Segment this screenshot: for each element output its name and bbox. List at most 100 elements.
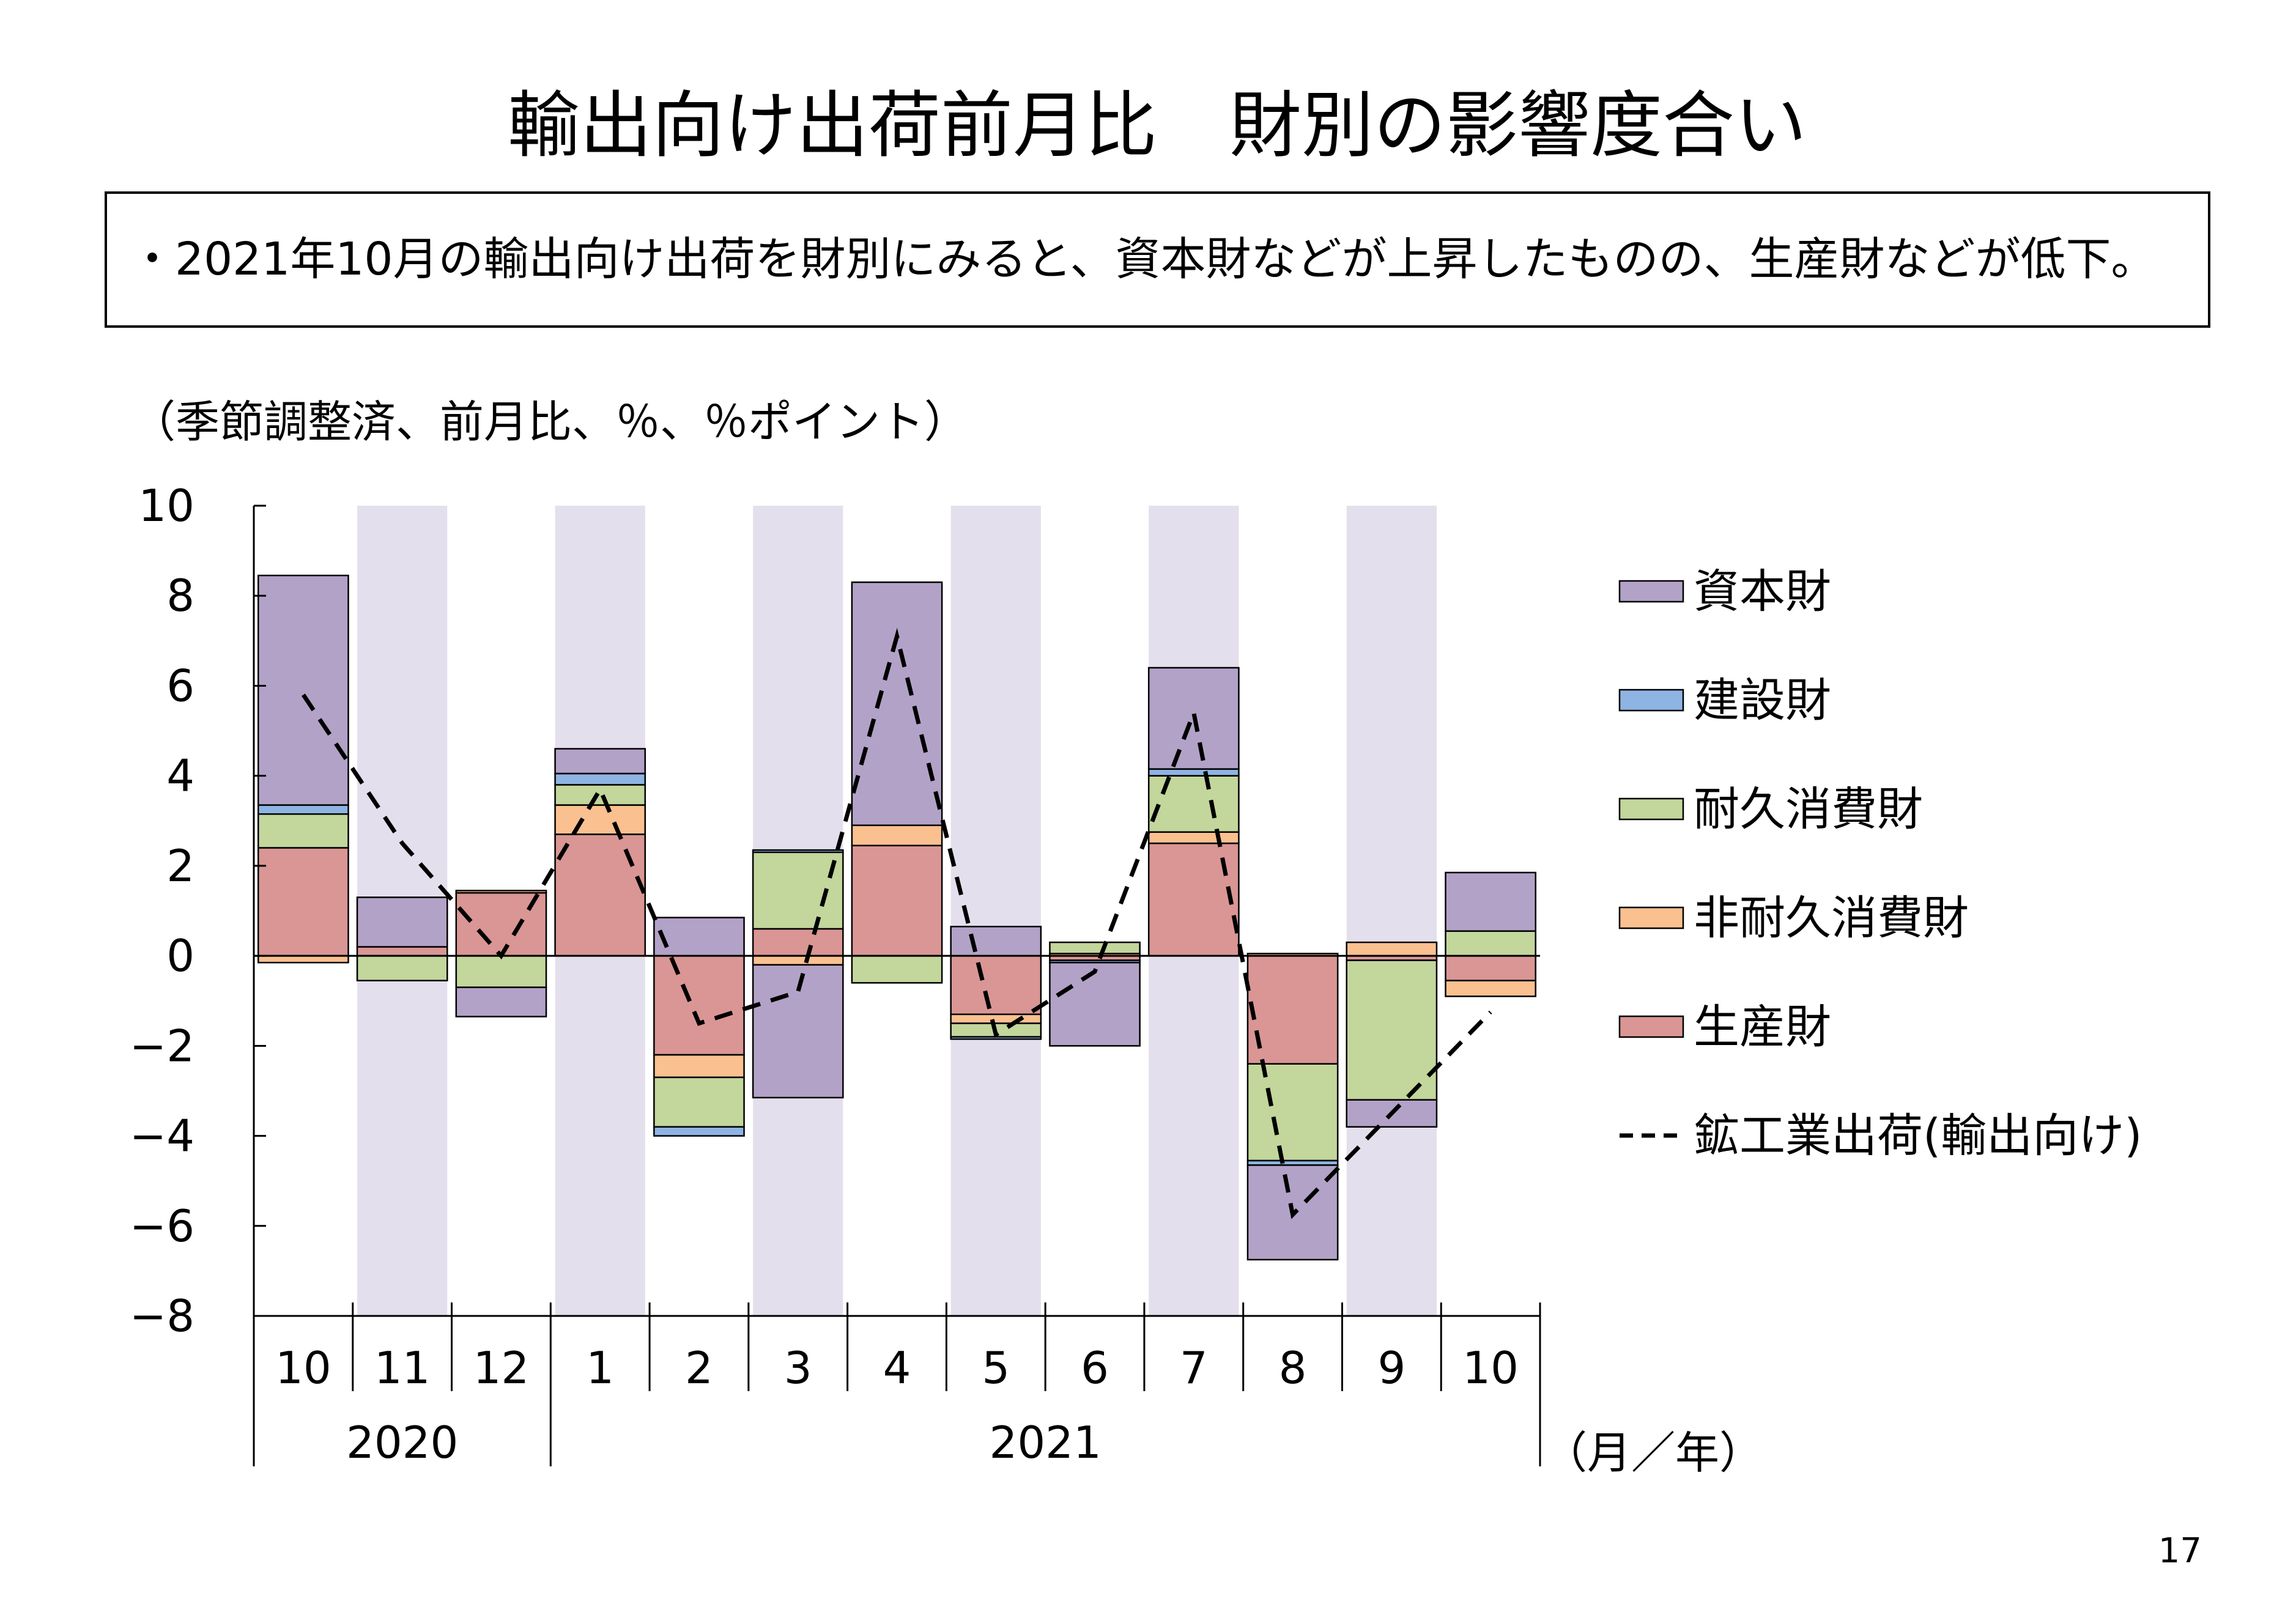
x-tick-label-month: 3 [784, 1342, 812, 1394]
bar-durable-consumer-goods-12 [1445, 930, 1536, 957]
legend-item-construction-goods: 建設財 [1618, 673, 1831, 727]
bar-capital-goods-4 [653, 917, 745, 957]
x-tick-label-month: 6 [1081, 1342, 1109, 1394]
bar-capital-goods-0 [257, 574, 349, 806]
y-tick-label: 6 [166, 660, 194, 711]
x-tick-label-month: 12 [473, 1342, 530, 1394]
bar-nondurable-consumer-goods-9 [1147, 831, 1240, 844]
legend-label: 鉱工業出荷(輸出向け) [1694, 1109, 2142, 1162]
x-tick-label-month: 2 [685, 1342, 713, 1394]
legend-item-export-shipments: 鉱工業出荷(輸出向け) [1620, 1109, 2142, 1162]
stacked-bars [257, 574, 1536, 1261]
line-export-shipments [301, 627, 1492, 1219]
legend-label: 耐久消費財 [1694, 782, 1923, 836]
bar-durable-consumer-goods-1 [356, 955, 448, 981]
legend-item-nondurable-consumer-goods: 非耐久消費財 [1618, 891, 1969, 945]
bar-capital-goods-7 [950, 926, 1042, 957]
x-tick-label-month: 9 [1377, 1342, 1405, 1394]
bar-nondurable-consumer-goods-4 [653, 1054, 745, 1079]
bar-capital-goods-12 [1445, 871, 1536, 932]
y-tick-label: 2 [166, 840, 194, 892]
bar-nondurable-consumer-goods-0 [257, 955, 349, 964]
bar-construction-goods-5 [752, 849, 844, 854]
bar-capital-goods-3 [554, 748, 646, 775]
y-tick-label: −8 [130, 1290, 194, 1342]
bar-nondurable-consumer-goods-12 [1445, 980, 1536, 997]
bar-capital-goods-1 [356, 896, 448, 948]
bar-producer-goods-1 [356, 946, 448, 957]
x-tick-label-year: 2020 [346, 1417, 458, 1468]
bar-durable-consumer-goods-0 [257, 813, 349, 849]
page-number: 17 [2158, 1531, 2202, 1571]
shaded-column [1346, 506, 1437, 1316]
bar-durable-consumer-goods-3 [554, 784, 646, 806]
legend-item-capital-goods: 資本財 [1618, 564, 1831, 618]
y-tick-label: 8 [166, 570, 194, 621]
y-tick-label: −6 [130, 1200, 194, 1252]
bar-durable-consumer-goods-10 [1246, 1063, 1339, 1162]
bar-durable-consumer-goods-2 [455, 955, 547, 988]
y-tick-label: 0 [166, 930, 194, 981]
legend-label: 生産財 [1694, 1000, 1831, 1054]
bar-durable-consumer-goods-11 [1346, 959, 1438, 1101]
bar-construction-goods-4 [653, 1126, 745, 1137]
page-title: 輸出向け出荷前月比 財別の影響度合い [507, 83, 1807, 168]
bar-nondurable-consumer-goods-3 [554, 804, 646, 835]
legend-item-durable-consumer-goods: 耐久消費財 [1618, 782, 1923, 836]
bar-producer-goods-4 [653, 955, 745, 1056]
x-tick-label-month: 4 [883, 1342, 911, 1394]
bar-nondurable-consumer-goods-2 [455, 890, 547, 894]
x-tick-label-month: 1 [586, 1342, 614, 1394]
bar-durable-consumer-goods-6 [851, 955, 943, 984]
legend-label: 建設財 [1694, 673, 1831, 727]
bar-nondurable-consumer-goods-7 [950, 1013, 1042, 1024]
bar-producer-goods-12 [1445, 955, 1536, 981]
y-tick-label: 10 [138, 480, 194, 531]
legend-swatch [1618, 906, 1684, 929]
x-tick-label-month: 5 [982, 1342, 1010, 1394]
bar-capital-goods-2 [455, 986, 547, 1018]
bar-construction-goods-0 [257, 804, 349, 815]
bar-producer-goods-6 [851, 844, 943, 957]
axes [253, 504, 1541, 1466]
bar-nondurable-consumer-goods-6 [851, 824, 943, 847]
legend-swatch [1618, 689, 1684, 712]
y-tick-label: −4 [130, 1110, 194, 1162]
bar-producer-goods-9 [1147, 842, 1240, 957]
legend-swatch [1618, 797, 1684, 821]
bar-durable-consumer-goods-8 [1049, 941, 1141, 955]
legend-swatch [1618, 580, 1684, 603]
bar-producer-goods-10 [1246, 955, 1339, 1065]
bar-producer-goods-5 [752, 928, 844, 957]
bar-producer-goods-7 [950, 955, 1042, 1016]
x-tick-label-month: 8 [1279, 1342, 1307, 1394]
x-tick-label-month: 11 [374, 1342, 431, 1394]
bar-nondurable-consumer-goods-5 [752, 955, 844, 966]
x-tick-label-month: 7 [1180, 1342, 1208, 1394]
bar-durable-consumer-goods-9 [1147, 775, 1240, 833]
x-tick-label-month: 10 [275, 1342, 331, 1394]
x-axis-unit-note: （月／年） [1543, 1427, 1764, 1479]
bar-capital-goods-6 [851, 581, 943, 826]
x-tick-label-year: 2021 [990, 1417, 1102, 1468]
bar-construction-goods-7 [950, 1036, 1042, 1040]
bar-durable-consumer-goods-4 [653, 1076, 745, 1128]
bar-construction-goods-9 [1147, 768, 1240, 777]
line-series [301, 627, 1492, 1219]
bar-producer-goods-3 [554, 833, 646, 957]
legend-swatch [1618, 1015, 1684, 1038]
y-axis-unit-note: （季節調整済、前月比、％、％ポイント） [131, 396, 969, 448]
summary-box: ・2021年10月の輸出向け出荷を財別にみると、資本財などが上昇したものの、生産… [105, 191, 2210, 328]
summary-text: ・2021年10月の輸出向け出荷を財別にみると、資本財などが上昇したものの、生産… [130, 233, 2157, 286]
legend-item-producer-goods: 生産財 [1618, 1000, 1831, 1054]
bar-capital-goods-8 [1049, 961, 1141, 1047]
y-tick-label: 4 [166, 750, 194, 802]
y-tick-label: −2 [130, 1020, 194, 1071]
x-tick-label-month: 10 [1462, 1342, 1519, 1394]
legend-label: 非耐久消費財 [1694, 891, 1969, 945]
bar-nondurable-consumer-goods-11 [1346, 941, 1438, 957]
bar-construction-goods-3 [554, 772, 646, 786]
